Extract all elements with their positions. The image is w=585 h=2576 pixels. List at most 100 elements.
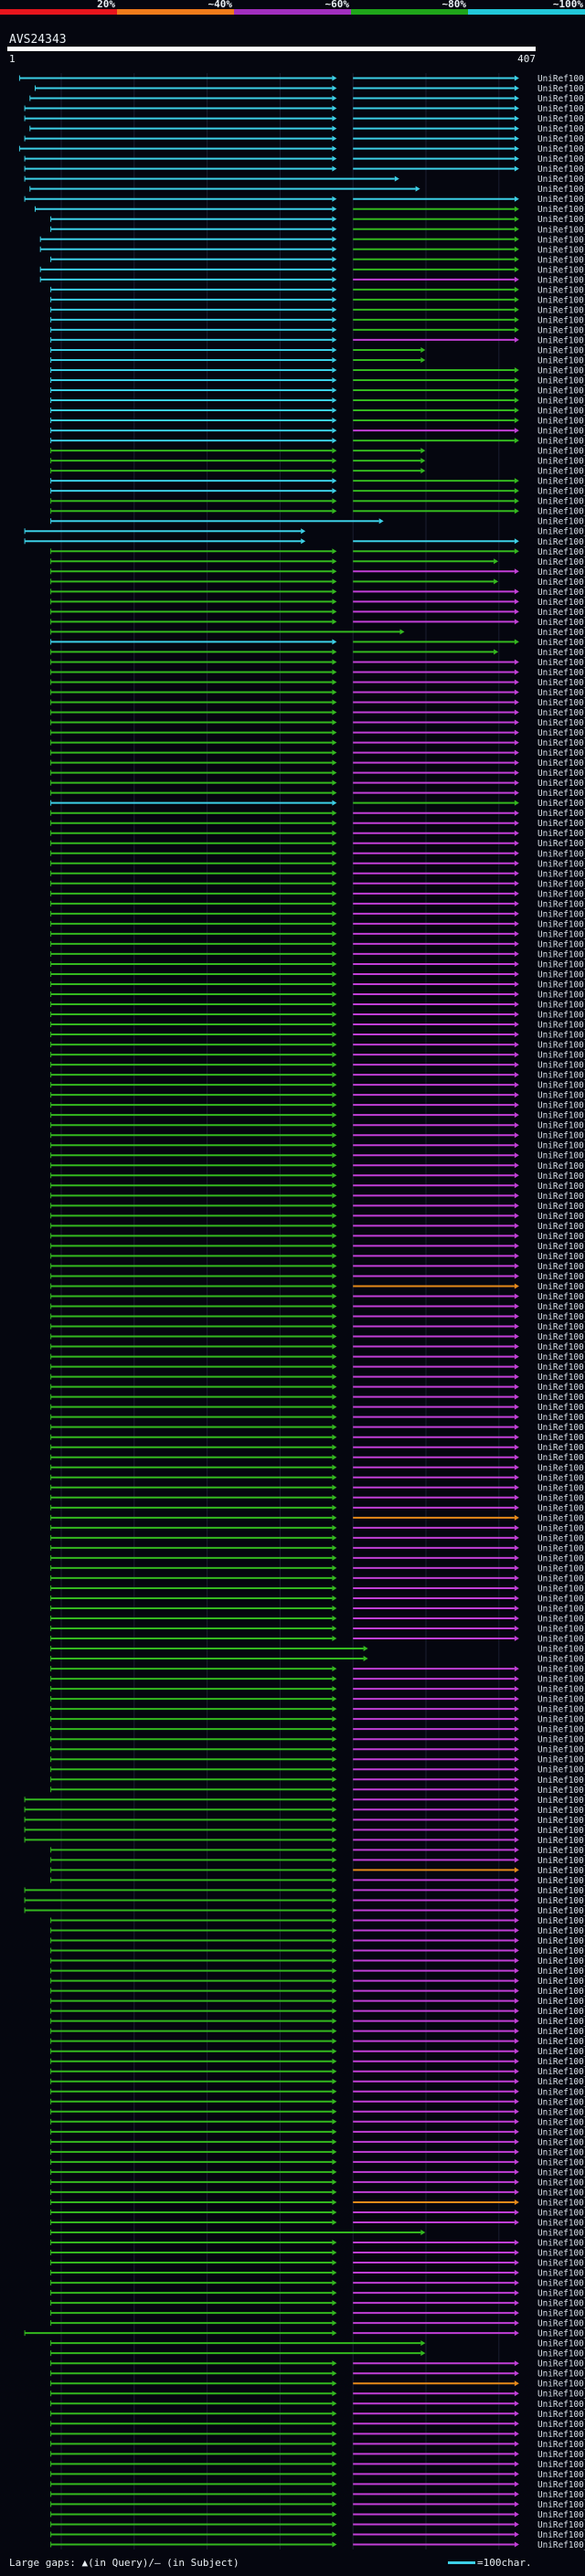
hit-arrow: [332, 749, 337, 756]
hit-arrow: [332, 1554, 337, 1561]
hit-row: UniRef100_B4W0Q2: [50, 547, 585, 557]
hit-row: UniRef100_A9HSS9: [50, 225, 585, 235]
hit-row: UniRef100_A3RPF5: [50, 1433, 585, 1443]
hit-label: UniRef100_Q1RZ68: [537, 2127, 585, 2137]
hit-label: UniRef100_Q5L3Y6: [537, 175, 585, 185]
hit-arrow-2: [514, 2320, 519, 2327]
hit-arrow-2: [514, 2401, 519, 2407]
hit-label: UniRef100_C0N6A7: [537, 1393, 585, 1403]
hit-arrow: [332, 709, 337, 716]
hit-row: UniRef100_A7GT37: [50, 1061, 585, 1071]
hit-label: UniRef100_A5BKK6: [537, 879, 585, 889]
hit-row: UniRef100_C7LR38: [50, 567, 585, 578]
hit-arrow: [332, 790, 337, 796]
hit-label: UniRef100_A6BBK0: [537, 919, 585, 929]
hit-label: UniRef100_C8UK66: [537, 2490, 585, 2500]
hit-row: UniRef100_B0KS15: [50, 2369, 585, 2380]
hit-arrow: [332, 2360, 337, 2367]
hit-label: UniRef100_UP1000..: [537, 1523, 585, 1533]
hit-arrow: [332, 578, 337, 585]
hit-arrow: [332, 387, 337, 394]
hit-row: UniRef100_Q8DJP1: [50, 366, 585, 376]
hit-row: UniRef100_A2C151: [50, 678, 585, 688]
hit-arrow: [332, 609, 337, 615]
hit-label: UniRef100_A6AR06: [537, 1121, 585, 1131]
hit-arrow: [332, 1696, 337, 1702]
hit-arrow: [332, 155, 337, 162]
hit-arrow-2: [514, 669, 519, 675]
hit-row: UniRef100_B9IBJ9: [29, 124, 585, 134]
hit-label: UniRef100_C2C5N9: [537, 1021, 585, 1031]
hit-row: UniRef100_A8GL04: [50, 2027, 585, 2037]
scale-label: 20%: [97, 0, 115, 10]
hit-arrow: [332, 1867, 337, 1873]
hit-arrow: [332, 306, 337, 313]
hit-arrow-2: [514, 1867, 519, 1873]
hit-label: UniRef100_C5W6X4: [537, 2007, 585, 2017]
hit-label: UniRef100_Q0JT90: [537, 2450, 585, 2460]
hit-arrow-2: [514, 1827, 519, 1833]
hit-label: UniRef100_Q31VC7: [537, 2430, 585, 2440]
color-scale-bar: 20% ~40% ~60% ~80% ~100%: [0, 0, 585, 15]
hit-row: UniRef100_Q4C6E1: [39, 275, 585, 285]
hit-row: UniRef100_C0WLQ2: [50, 1574, 585, 1584]
hit-arrow: [332, 105, 337, 111]
hit-arrow: [332, 1564, 337, 1571]
hit-row: UniRef100_Q31YV5: [50, 407, 585, 417]
hit-arrow: [332, 1162, 337, 1169]
hit-arrow-2: [514, 2421, 519, 2427]
hit-arrow-2: [514, 1877, 519, 1883]
hit-arrow: [332, 498, 337, 504]
hit-arrow-2: [514, 376, 519, 383]
hit-row: UniRef100_B8AF81: [50, 467, 585, 477]
hit-row: UniRef100_A2W8Z5: [50, 1987, 585, 1997]
hit-arrow: [332, 1343, 337, 1350]
hit-label: UniRef100_Q1GCM2: [537, 2380, 585, 2390]
hit-label: UniRef100_B5F4N9: [537, 457, 585, 467]
hit-row: UniRef100_B5F4N9: [50, 457, 585, 467]
hit-arrow-2: [514, 930, 519, 937]
hit-label: UniRef100_A2W8Z5: [537, 1987, 585, 1997]
hit-row: UniRef100_B5XW46: [50, 2188, 585, 2198]
hit-arrow-2: [514, 2178, 519, 2185]
hit-label: UniRef100_B6EP81: [537, 1101, 585, 1111]
scale-segment: [234, 9, 351, 15]
hit-label: UniRef100_C9QBV7: [537, 1262, 585, 1272]
hit-row: UniRef100_B1WZS2: [50, 315, 585, 325]
hit-arrow-2: [514, 2138, 519, 2145]
hit-arrow: [332, 699, 337, 705]
hit-row: UniRef100_Q0EC51: [50, 1685, 585, 1695]
hit-label: UniRef100_B6C2Z1: [537, 1503, 585, 1513]
hit-arrow-2: [514, 2078, 519, 2084]
hit-arrow: [332, 2138, 337, 2145]
hit-arrow-2: [514, 1404, 519, 1410]
hit-arrow-2: [514, 1947, 519, 1954]
hit-arrow: [332, 2219, 337, 2225]
hit-label: UniRef100_A9HSS9: [537, 225, 585, 235]
hit-arrow-2: [514, 1766, 519, 1773]
hit-arrow-2: [514, 1102, 519, 1108]
hit-label: UniRef100_A4BH78: [537, 1192, 585, 1202]
hit-arrow: [332, 1313, 337, 1320]
hit-arrow: [332, 356, 337, 363]
hit-arrow: [332, 1494, 337, 1500]
hit-arrow: [332, 1947, 337, 1954]
hit-arrow-2: [514, 1032, 519, 1038]
hit-label: UniRef100_Q4C6E1: [537, 275, 585, 285]
hit-arrow: [332, 940, 337, 947]
hit-row: UniRef100_A6D9Y4: [50, 1977, 585, 1987]
hit-label: UniRef100_Q1VRB0: [537, 2047, 585, 2057]
hit-row: UniRef100_UP1000..: [24, 114, 585, 124]
hit-arrow: [332, 1353, 337, 1360]
hit-row: UniRef100_Q8SA7T: [50, 899, 585, 909]
hit-arrow: [332, 2118, 337, 2125]
hit-arrow-2: [514, 639, 519, 645]
hit-arrow: [332, 599, 337, 605]
hit-arrow-2: [420, 356, 426, 363]
hit-row: UniRef100_B0C616: [50, 557, 585, 567]
hit-row: UniRef100_C1N3E1: [35, 205, 585, 215]
hit-label: UniRef100_A3P9D6: [537, 1041, 585, 1051]
hit-row: UniRef100_Q1PHP6: [50, 889, 585, 899]
hit-row: UniRef100_A3Z549: [50, 598, 585, 608]
hit-label: UniRef100_Q8YYN0: [537, 215, 585, 225]
